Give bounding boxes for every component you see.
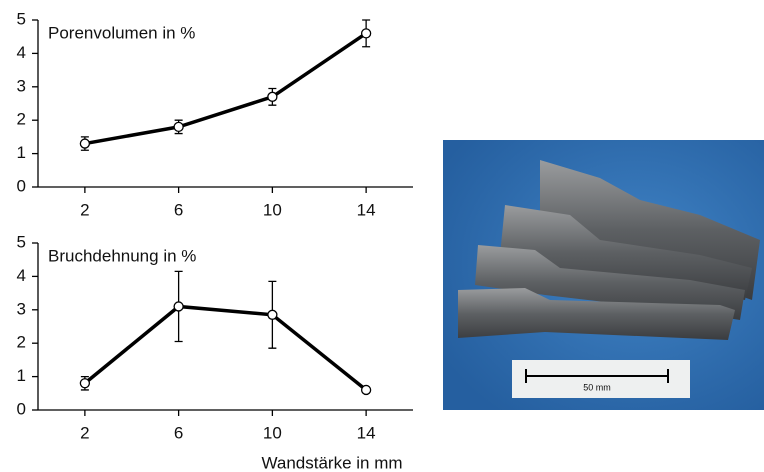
y-tick-label: 1 (17, 143, 26, 162)
marker (268, 92, 277, 101)
x-tick-label: 14 (357, 423, 376, 442)
figure: 50 mm 0 1 2 3 4 5 2 6 10 14 Porenvolumen in % 0 1 2 3 4… (0, 0, 764, 472)
marker (362, 29, 371, 38)
x-tick-label: 2 (80, 423, 89, 442)
x-tick-label: 10 (263, 423, 282, 442)
marker (80, 379, 89, 388)
y-tick-label: 3 (17, 76, 26, 95)
y-tick-label: 3 (17, 299, 26, 318)
marker (268, 310, 277, 319)
x-tick-label: 6 (174, 423, 183, 442)
y-tick-label: 2 (17, 333, 26, 352)
photo: 50 mm (443, 140, 764, 410)
y-tick-label: 5 (17, 9, 26, 28)
data-line (85, 33, 366, 143)
data-line (85, 306, 366, 390)
y-tick-label: 0 (17, 399, 26, 418)
x-tick-label: 10 (263, 200, 282, 219)
x-axis-label: Wandstärke in mm (261, 453, 402, 472)
x-tick-label: 14 (357, 200, 376, 219)
x-tick-label: 2 (80, 200, 89, 219)
marker (174, 122, 183, 131)
y-tick-label: 2 (17, 110, 26, 129)
y-tick-label: 0 (17, 176, 26, 195)
marker (80, 139, 89, 148)
marker (362, 385, 371, 394)
y-tick-label: 5 (17, 232, 26, 251)
x-tick-label: 6 (174, 200, 183, 219)
y-tick-label: 4 (17, 43, 26, 62)
scale-label: 50 mm (583, 382, 611, 392)
marker (174, 302, 183, 311)
y-tick-label: 4 (17, 266, 26, 285)
y-tick-label: 1 (17, 366, 26, 385)
chart-title: Bruchdehnung in % (48, 246, 196, 265)
chart-title: Porenvolumen in % (48, 23, 195, 42)
